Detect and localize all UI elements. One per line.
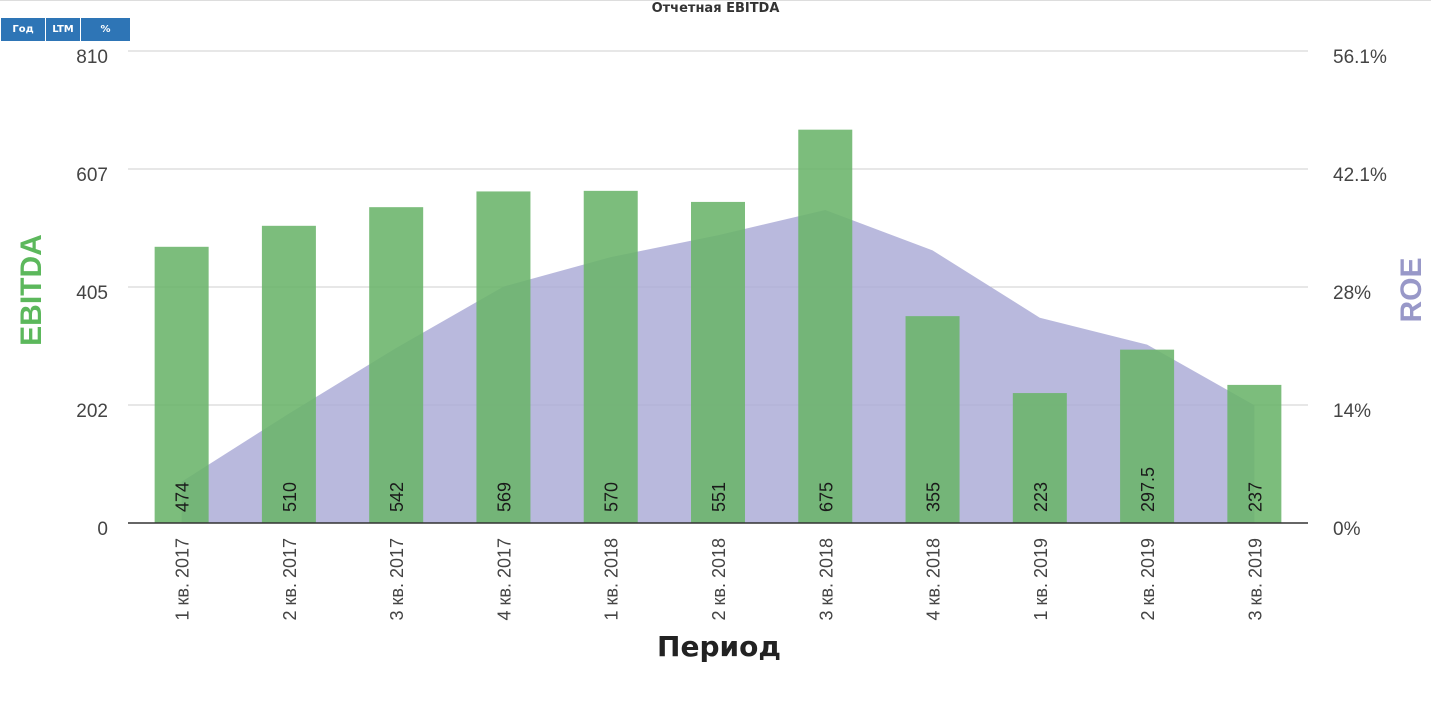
bar-data-label: 675 (816, 482, 836, 512)
right-axis-title: ROE (1395, 257, 1428, 322)
bar-data-labels: 474 510 542 569 570 551 675 355 223 297.5 237 (173, 467, 1266, 512)
bar-data-label: 474 (173, 482, 193, 512)
bar-data-label: 551 (709, 482, 729, 512)
ebitda-bar (583, 190, 638, 523)
left-axis-title: EBITDA (15, 234, 48, 346)
bar-data-label: 297.5 (1138, 467, 1158, 512)
right-tick-label: 56.1% (1333, 47, 1387, 68)
ebitda-bar (1012, 393, 1067, 523)
left-tick-label: 405 (76, 283, 108, 304)
bar-data-label: 237 (1245, 482, 1265, 512)
bar-data-label: 510 (280, 482, 300, 512)
tab-ltm[interactable]: LTM (46, 18, 81, 41)
x-tick-label: 1 кв. 2018 (602, 538, 622, 621)
bar-data-label: 355 (924, 482, 944, 512)
right-tick-label: 42.1% (1333, 165, 1387, 186)
x-tick-label: 2 кв. 2019 (1138, 538, 1158, 621)
x-tick-label: 4 кв. 2018 (924, 538, 944, 621)
left-tick-label: 202 (76, 401, 108, 422)
right-axis-ticks: 0% 14% 28% 42.1% 56.1% (1333, 47, 1387, 540)
right-tick-label: 28% (1333, 283, 1371, 304)
ebitda-bar-series (154, 129, 1282, 523)
x-tick-label: 3 кв. 2019 (1245, 538, 1265, 621)
x-tick-label: 3 кв. 2017 (387, 538, 407, 621)
ebitda-bar (798, 129, 853, 523)
left-tick-label: 0 (97, 519, 108, 540)
ebitda-bar (369, 207, 424, 523)
bar-data-label: 542 (387, 482, 407, 512)
x-tick-label: 2 кв. 2017 (280, 538, 300, 621)
top-border (0, 0, 1431, 1)
ebitda-bar (905, 316, 960, 523)
chart-title: Отчетная EBITDA (651, 1, 780, 16)
bar-data-label: 570 (602, 482, 622, 512)
ebitda-bar (476, 191, 531, 523)
left-tick-label: 607 (76, 165, 108, 186)
x-axis-ticks: 1 кв. 2017 2 кв. 2017 3 кв. 2017 4 кв. 2017… (173, 538, 1266, 621)
x-tick-label: 4 кв. 2017 (494, 538, 514, 621)
x-axis-title: Период (657, 630, 781, 663)
period-tabs: Год LTM % (1, 18, 130, 41)
x-tick-label: 1 кв. 2017 (173, 538, 193, 621)
tab-percent[interactable]: % (81, 18, 130, 41)
right-tick-label: 0% (1333, 519, 1361, 540)
bar-data-label: 223 (1031, 482, 1051, 512)
ebitda-bar (691, 201, 745, 523)
left-axis-ticks: 0 202 405 607 810 (76, 47, 108, 540)
ebitda-bar (154, 246, 209, 523)
x-tick-label: 3 кв. 2018 (816, 538, 836, 621)
tab-year[interactable]: Год (1, 18, 46, 41)
ebitda-bar (1120, 349, 1175, 523)
x-tick-label: 1 кв. 2019 (1031, 538, 1051, 621)
x-tick-label: 2 кв. 2018 (709, 538, 729, 621)
bar-data-label: 569 (494, 482, 514, 512)
left-tick-label: 810 (76, 47, 108, 68)
right-tick-label: 14% (1333, 401, 1371, 422)
ebitda-bar (1227, 384, 1282, 523)
ebitda-bar (261, 225, 316, 523)
